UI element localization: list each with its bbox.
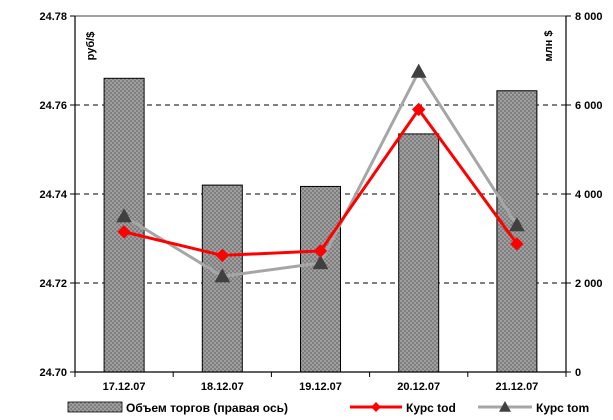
- bar-volume-4: [398, 133, 440, 373]
- x-tick-label: 18.12.07: [201, 381, 244, 393]
- legend-swatch-tod-marker: [371, 402, 381, 412]
- point-tom-4: [410, 63, 427, 78]
- left-axis-unit: руб/$: [85, 32, 97, 61]
- right-tick-label: 4 000: [575, 189, 603, 201]
- left-tick-label: 24.78: [39, 11, 67, 23]
- point-tom-3: [312, 254, 329, 270]
- bar-volume-3: [300, 185, 341, 373]
- point-tod-3: [313, 244, 328, 258]
- point-tod-1: [117, 225, 131, 239]
- point-tom-2: [214, 268, 231, 283]
- point-tom-1: [116, 208, 132, 223]
- x-tick-label: 19.12.07: [299, 381, 342, 393]
- point-tod-5: [510, 237, 524, 251]
- right-tick-label: 2 000: [575, 278, 603, 290]
- right-tick-label: 8 000: [575, 11, 603, 23]
- x-tick-label: 20.12.07: [397, 381, 440, 393]
- x-tick-label: 17.12.07: [103, 381, 146, 393]
- left-tick-label: 24.70: [39, 367, 67, 379]
- left-tick-label: 24.74: [39, 189, 67, 201]
- point-tom-5: [509, 217, 525, 232]
- left-tick-label: 24.76: [39, 100, 67, 112]
- legend-swatch-volume: [67, 401, 123, 413]
- right-tick-label: 6 000: [575, 100, 603, 112]
- legend-label-tom: Курс tom: [536, 401, 589, 415]
- legend-swatch-tom-marker: [499, 401, 511, 412]
- point-tod-4: [411, 102, 426, 117]
- right-axis-unit: млн $: [543, 31, 555, 62]
- x-tick-label: 21.12.07: [495, 381, 538, 393]
- bar-volume-5: [496, 90, 538, 373]
- left-tick-label: 24.72: [39, 278, 67, 290]
- legend-label-volume: Объем торгов (правая ось): [126, 401, 288, 415]
- point-tod-2: [215, 248, 230, 263]
- legend-label-tod: Курс tod: [406, 401, 456, 415]
- right-tick-label: 0: [575, 367, 581, 379]
